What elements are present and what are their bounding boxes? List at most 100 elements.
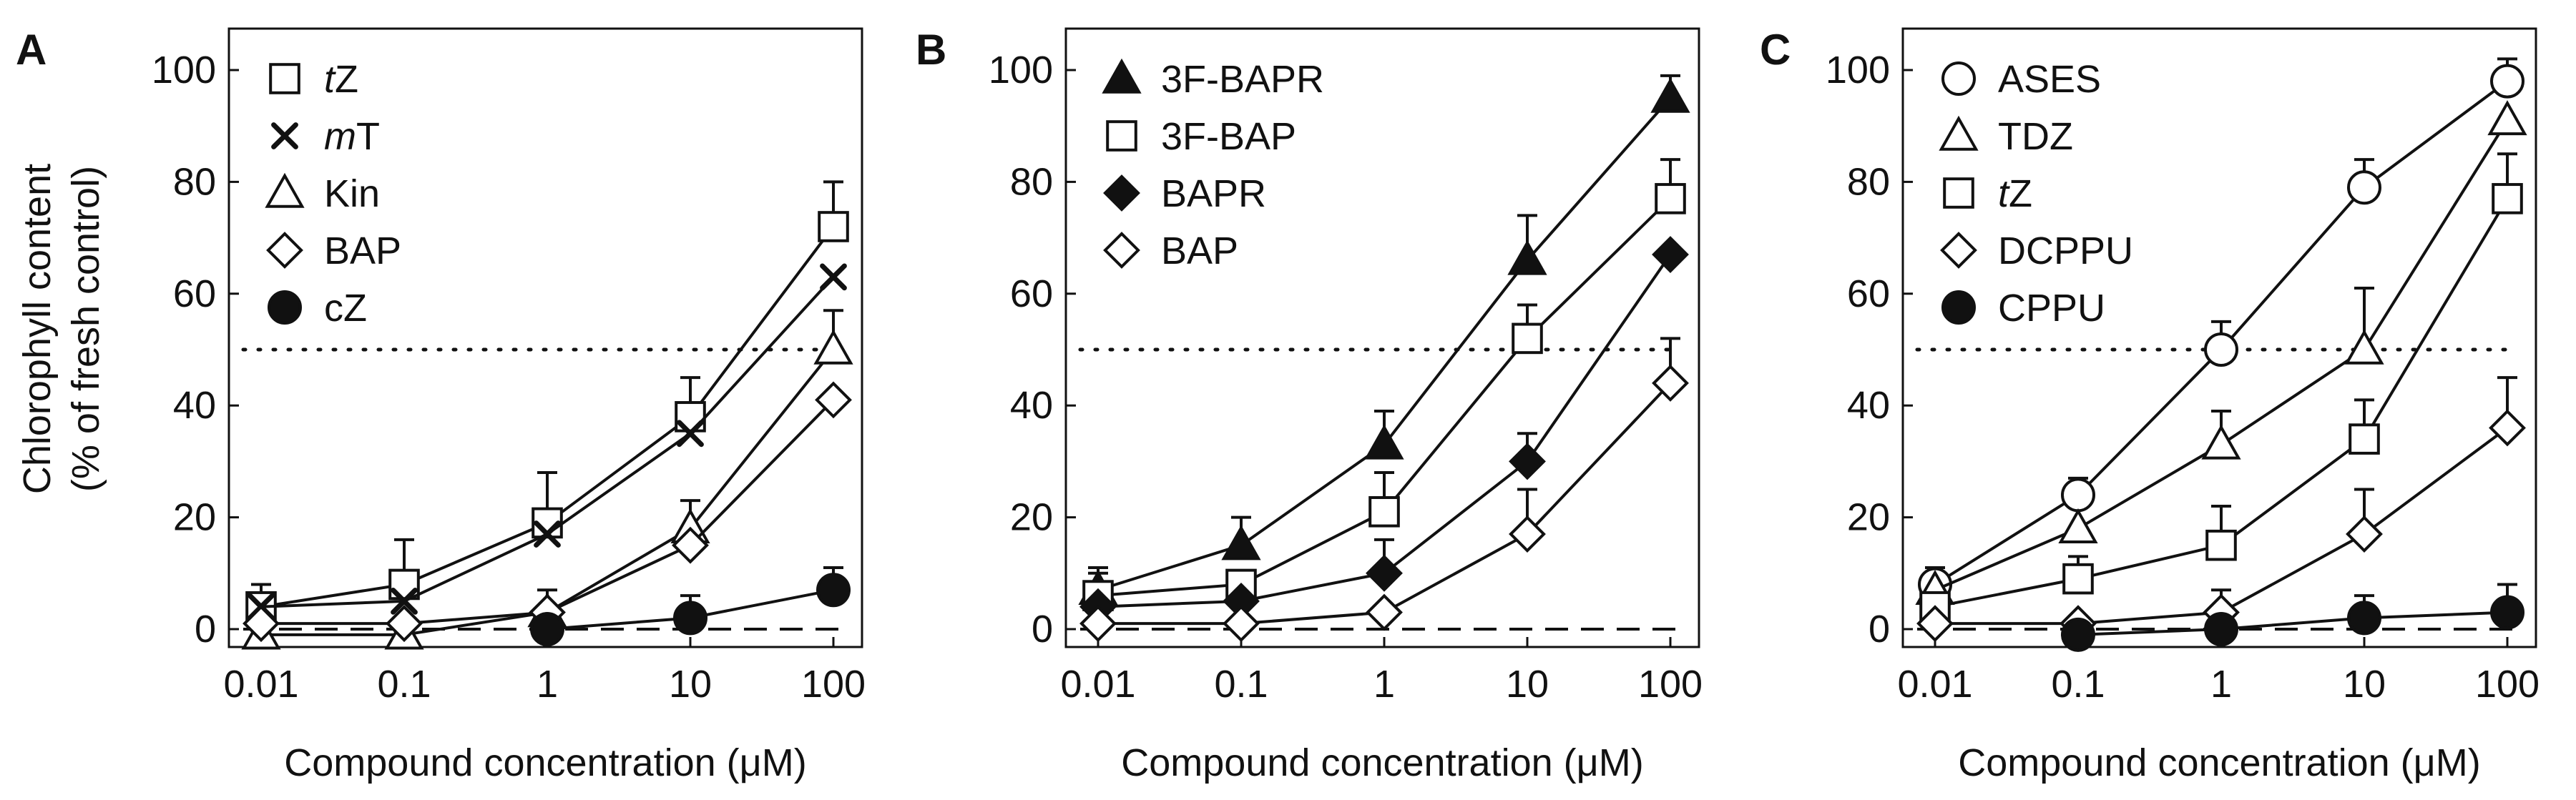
legend-label: mT (324, 115, 380, 158)
data-point (2205, 529, 2237, 561)
data-point (391, 588, 418, 615)
data-point (2204, 332, 2238, 367)
data-point (1512, 322, 1543, 355)
legend-label-rest: BAPR (1161, 172, 1266, 215)
legend-label: BAP (1161, 229, 1238, 272)
legend-label: BAP (324, 229, 401, 272)
data-point (1650, 77, 1690, 113)
x-axis-label: Compound concentration (μM) (1121, 741, 1643, 784)
data-point (818, 211, 849, 242)
data-point (815, 381, 852, 419)
legend-marker (1941, 290, 1976, 325)
plot-frame (1901, 27, 2537, 648)
data-point (243, 605, 280, 643)
y-tick-label: 60 (1010, 272, 1053, 315)
legend-label-rest: cZ (324, 287, 367, 330)
data-point (2062, 563, 2094, 595)
data-point (386, 605, 423, 643)
data-point (2347, 601, 2381, 636)
y-tick-label: 20 (1010, 496, 1053, 539)
legend-marker (1103, 232, 1140, 269)
legend-label-rest: 3F-BAP (1161, 115, 1296, 158)
data-point (2347, 170, 2381, 205)
data-point (2487, 100, 2527, 136)
chart-panel-c: C 0 20 40 60 80 100 0.01 0.1 1 10 100 Compound conce… (1760, 26, 2540, 784)
legend-label: ASES (1998, 58, 2101, 101)
data-point (816, 573, 851, 608)
legend-label-rest: 3F-BAPR (1161, 58, 1324, 101)
legend-label-rest: Kin (324, 172, 380, 215)
legend-marker (268, 290, 302, 325)
legend-label-rest: T (356, 115, 380, 158)
legend-marker (1939, 115, 1979, 151)
x-tick-label: 0.1 (1214, 663, 1268, 706)
legend-label: DCPPU (1998, 229, 2133, 272)
data-point (1366, 593, 1403, 631)
x-tick-label: 100 (1638, 663, 1703, 706)
y-tick-label: 100 (1826, 49, 1890, 92)
data-point (820, 263, 847, 291)
panel-letter: C (1760, 26, 1791, 74)
plot-frame (1064, 27, 1700, 648)
x-tick-label: 100 (801, 663, 866, 706)
legend-marker (269, 63, 300, 94)
x-tick-label: 0.1 (377, 663, 431, 706)
data-point (1223, 605, 1260, 643)
data-point (2489, 409, 2526, 447)
legend-label: cZ (324, 287, 367, 330)
chart-panel-b: B 0 20 40 60 80 100 0.01 0.1 1 10 100 Compound conce… (916, 26, 1703, 784)
legend-marker (1943, 177, 1974, 209)
y-tick-label: 80 (173, 160, 216, 203)
legend-label: 3F-BAP (1161, 115, 1296, 158)
y-tick-label: 0 (1032, 608, 1053, 651)
data-point (677, 420, 704, 448)
data-point (1652, 364, 1689, 402)
x-tick-label: 0.1 (2051, 663, 2105, 706)
legend-label-italic: t (1998, 172, 2010, 215)
data-point (534, 520, 561, 548)
x-tick-label: 10 (1506, 663, 1549, 706)
panel-letter: B (916, 26, 946, 74)
x-tick-label: 10 (2343, 663, 2386, 706)
x-axis-label: Compound concentration (μM) (1958, 741, 2480, 784)
legend-label: BAPR (1161, 172, 1266, 215)
data-point (1507, 239, 1547, 275)
x-tick-label: 0.01 (1060, 663, 1135, 706)
x-axis-label: Compound concentration (μM) (284, 741, 806, 784)
legend-marker (1103, 174, 1140, 212)
data-point (1364, 424, 1404, 460)
legend-label: TDZ (1998, 115, 2073, 158)
y-tick-label: 40 (173, 384, 216, 427)
data-point (1079, 605, 1117, 643)
data-point (2349, 423, 2380, 455)
data-point (1368, 495, 1400, 528)
legend-label-italic: m (324, 115, 356, 158)
y-tick-label: 60 (173, 272, 216, 315)
legend-label-rest: DCPPU (1998, 229, 2133, 272)
x-tick-label: 1 (537, 663, 558, 706)
legend-label-rest: ASES (1998, 58, 2101, 101)
legend-label: tZ (324, 58, 358, 101)
data-point (2346, 515, 2383, 553)
data-point (1509, 443, 1546, 480)
series-dcppu (1916, 376, 2526, 643)
series-cppu (2061, 583, 2524, 652)
data-point (530, 612, 564, 646)
y-axis-label: Chlorophyll content (16, 164, 59, 494)
series-tz (1919, 152, 2523, 623)
y-tick-label: 60 (1847, 272, 1890, 315)
legend-marker (271, 122, 298, 149)
series-cz (530, 566, 851, 646)
legend-label-italic: t (324, 58, 336, 101)
legend-label-rest: TDZ (1998, 115, 2073, 158)
y-tick-label: 0 (1869, 608, 1890, 651)
data-point (2201, 424, 2241, 460)
data-point (1655, 183, 1686, 214)
data-point (2061, 478, 2095, 513)
legend-marker (1940, 232, 1977, 269)
legend-label: CPPU (1998, 287, 2105, 330)
y-tick-label: 40 (1010, 384, 1053, 427)
data-point (1366, 554, 1403, 592)
data-point (2344, 329, 2384, 365)
